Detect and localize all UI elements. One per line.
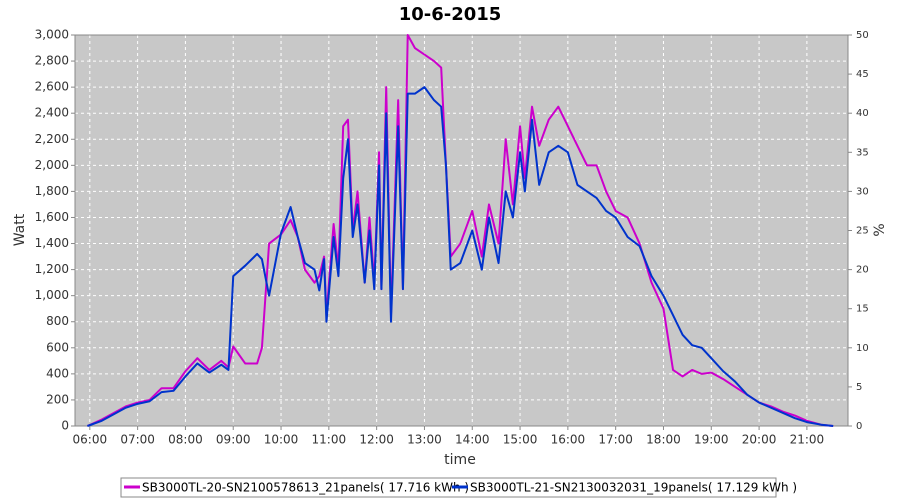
- y-tick-label: 0: [61, 419, 69, 433]
- x-tick-label: 16:00: [551, 433, 586, 447]
- x-tick-label: 06:00: [73, 433, 108, 447]
- y2-tick-label: 45: [856, 69, 869, 80]
- y2-tick-label: 5: [856, 382, 862, 393]
- y2-tick-label: 20: [856, 265, 869, 276]
- plot-area: [75, 35, 848, 426]
- y-tick-label: 2,600: [35, 80, 69, 94]
- chart-title: 10-6-2015: [399, 4, 502, 25]
- x-tick-label: 13:00: [407, 433, 442, 447]
- plot-border: [74, 34, 849, 427]
- y2-tick-label: 50: [856, 30, 869, 41]
- x-tick-label: 07:00: [120, 433, 155, 447]
- x-tick-label: 19:00: [694, 433, 729, 447]
- legend-label: SB3000TL-20-SN2100578613_21panels( 17.71…: [142, 481, 469, 495]
- legend-box: [120, 477, 777, 498]
- x-tick-label: 20:00: [742, 433, 777, 447]
- y-tick-label: 1,000: [35, 288, 69, 302]
- series-line: [87, 34, 834, 427]
- y-tick-label: 3,000: [35, 28, 69, 42]
- x-tick-label: 11:00: [312, 433, 347, 447]
- y-tick-label: 1,800: [35, 184, 69, 198]
- x-tick-label: 12:00: [359, 433, 394, 447]
- y-tick-label: 2,400: [35, 106, 69, 120]
- x-axis-title: time: [444, 452, 476, 468]
- y-tick-label: 800: [46, 314, 69, 328]
- x-tick-label: 08:00: [168, 433, 203, 447]
- series-line: [87, 86, 834, 427]
- y2-tick-label: 30: [856, 186, 869, 197]
- y2-axis-title: %: [872, 223, 888, 236]
- y-tick-label: 2,200: [35, 132, 69, 146]
- x-tick-label: 14:00: [455, 433, 490, 447]
- x-tick-label: 17:00: [598, 433, 633, 447]
- y-tick-label: 600: [46, 340, 69, 354]
- x-tick-label: 21:00: [790, 433, 825, 447]
- x-tick-label: 15:00: [503, 433, 538, 447]
- y2-tick-label: 10: [856, 343, 869, 354]
- y-tick-label: 1,200: [35, 262, 69, 276]
- legend-label: SB3000TL-21-SN2130032031_19panels( 17.12…: [470, 481, 797, 495]
- y2-tick-label: 25: [856, 226, 869, 237]
- x-tick-label: 10:00: [264, 433, 299, 447]
- y-axis-title: Watt: [12, 213, 28, 246]
- y-tick-label: 2,800: [35, 54, 69, 68]
- x-tick-label: 09:00: [216, 433, 251, 447]
- y-tick-label: 2,000: [35, 158, 69, 172]
- y-tick-label: 1,600: [35, 210, 69, 224]
- y-tick-label: 1,400: [35, 236, 69, 250]
- y-tick-label: 200: [46, 392, 69, 406]
- y-tick-label: 400: [46, 366, 69, 380]
- y2-tick-label: 35: [856, 147, 869, 158]
- x-tick-label: 18:00: [646, 433, 681, 447]
- y2-tick-label: 40: [856, 108, 869, 119]
- y2-tick-label: 0: [856, 421, 862, 432]
- y2-tick-label: 15: [856, 304, 869, 315]
